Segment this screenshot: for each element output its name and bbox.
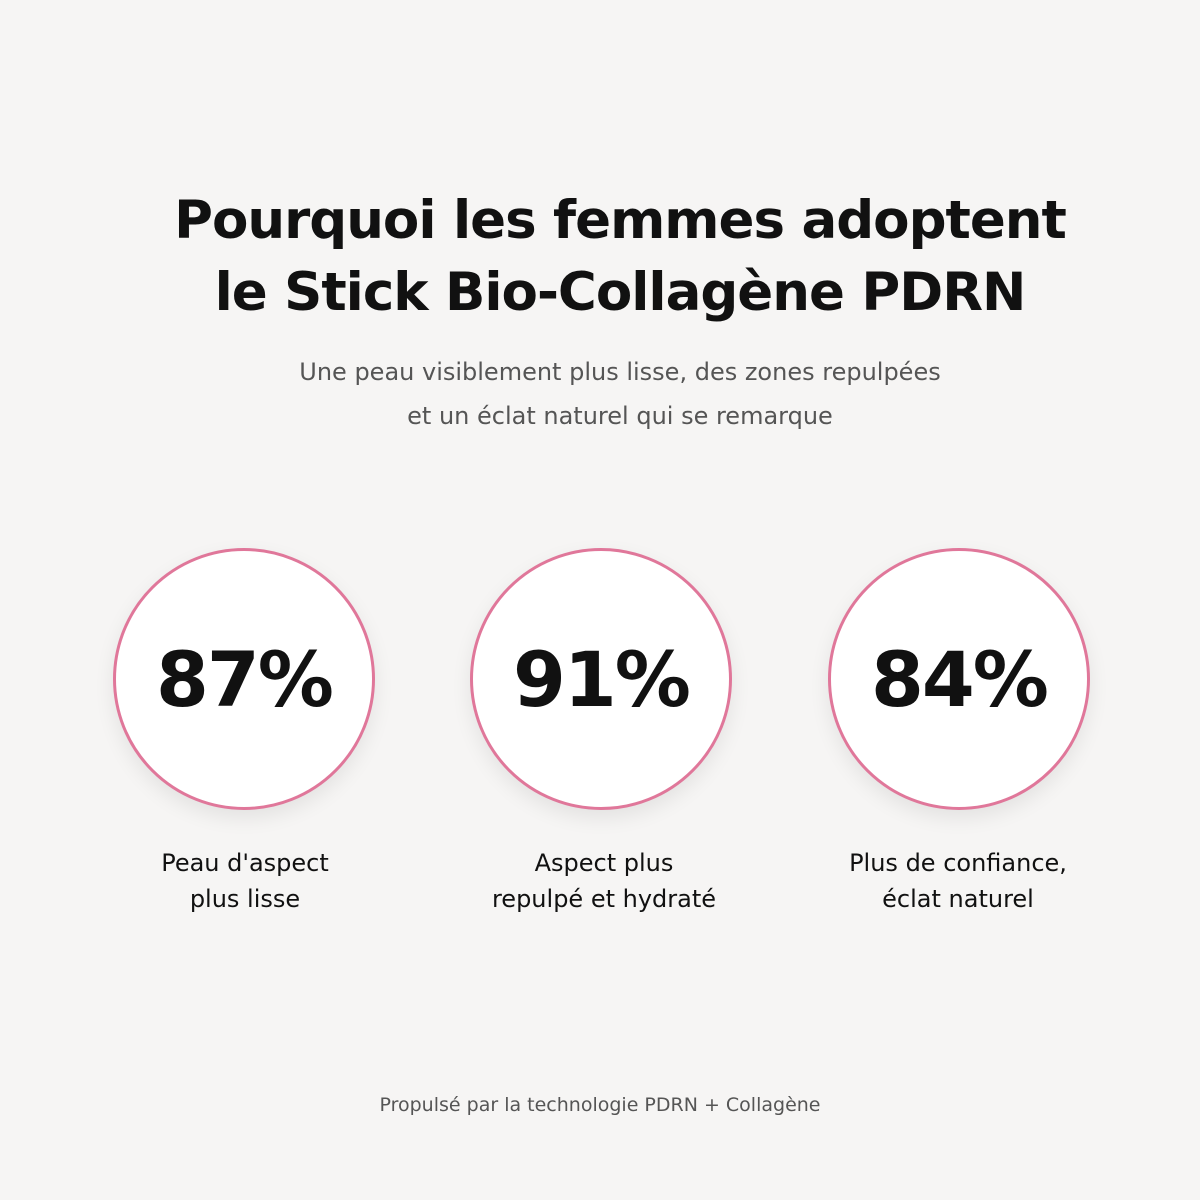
stat-label: Aspect plus repulpé et hydraté xyxy=(424,845,784,917)
label-line: plus lisse xyxy=(189,885,301,913)
label-line: Aspect plus xyxy=(534,849,674,877)
label-line: éclat naturel xyxy=(882,885,1034,913)
label-line: repulpé et hydraté xyxy=(491,885,717,913)
stat-circle: 87% xyxy=(113,548,375,810)
stat-circle: 84% xyxy=(828,548,1090,810)
stat-label: Plus de confiance, éclat naturel xyxy=(778,845,1138,917)
subtitle-line: Une peau visiblement plus lisse, des zon… xyxy=(299,358,941,386)
stat-label: Peau d'aspect plus lisse xyxy=(65,845,425,917)
title: Pourquoi les femmes adoptent le Stick Bio… xyxy=(0,185,1200,329)
subtitle: Une peau visiblement plus lisse, des zon… xyxy=(0,350,1200,438)
label-line: Peau d'aspect xyxy=(161,849,329,877)
stat-circle: 91% xyxy=(470,548,732,810)
label-line: Plus de confiance, xyxy=(849,849,1067,877)
title-line: le Stick Bio-Collagène PDRN xyxy=(214,262,1027,323)
footer: Propulsé par la technologie PDRN + Colla… xyxy=(379,1094,821,1116)
subtitle-line: et un éclat naturel qui se remarque xyxy=(407,402,833,430)
title-line: Pourquoi les femmes adoptent xyxy=(174,190,1067,251)
